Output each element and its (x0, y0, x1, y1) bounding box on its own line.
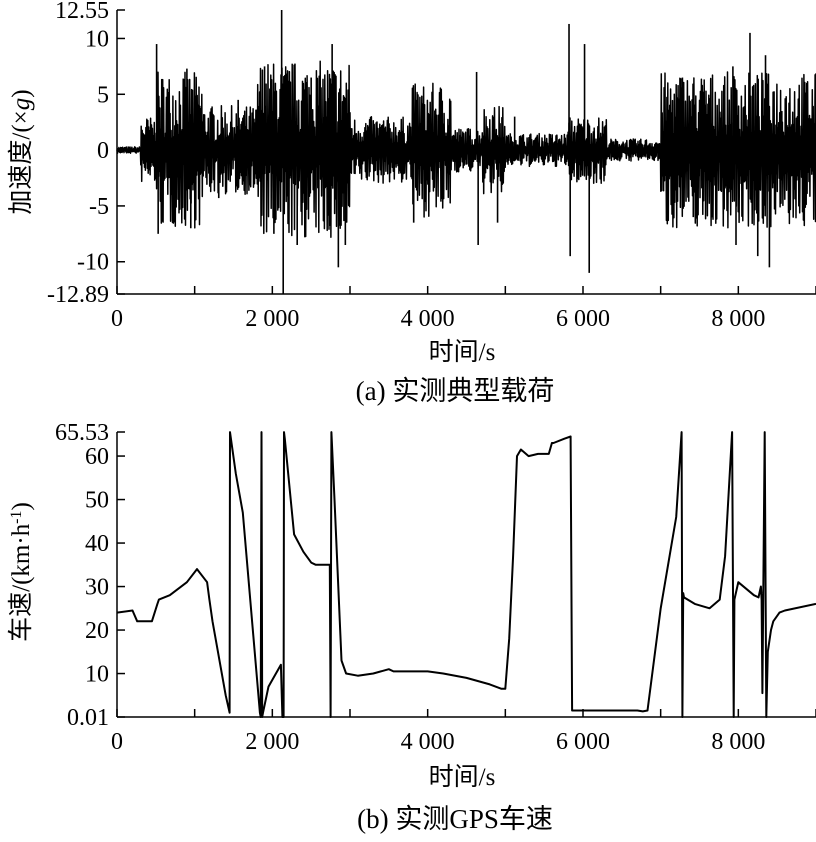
y-tick-label: 10 (85, 662, 109, 688)
y-tick-label: 12.55 (55, 0, 109, 24)
panel-a-caption: (a) 实测典型载荷 (356, 376, 555, 406)
x-tick-label: 0 (111, 729, 123, 755)
x-tick-label: 6 000 (556, 306, 610, 332)
y-tick-label: -5 (89, 194, 109, 220)
y-tick-label: 0.01 (67, 705, 109, 731)
y-tick-label: 0 (97, 138, 109, 164)
y-tick-label: 50 (85, 488, 109, 514)
y-tick-label: 60 (85, 444, 109, 470)
x-tick-label: 8 000 (711, 729, 765, 755)
y-tick-label: 10 (85, 26, 109, 52)
panel-a-ylabel: 加速度/(×g) (7, 89, 35, 214)
y-tick-label: 30 (85, 575, 109, 601)
panel-b-x-ticks: 0 2 000 4 000 6 000 8 000 (111, 709, 816, 755)
x-tick-label: 6 000 (556, 729, 610, 755)
x-tick-label: 4 000 (401, 306, 455, 332)
y-tick-label: 20 (85, 618, 109, 644)
speed-series-line (116, 431, 816, 718)
y-tick-label: 40 (85, 531, 109, 557)
panel-a-xlabel: 时间/s (429, 338, 496, 366)
acceleration-series-line (116, 60, 816, 238)
y-tick-label: 65.53 (55, 420, 109, 446)
panel-b-caption: (b) 实测GPS车速 (357, 804, 553, 834)
y-tick-label: -10 (77, 250, 109, 276)
x-tick-label: 0 (111, 306, 123, 332)
x-tick-label: 2 000 (245, 306, 299, 332)
x-tick-label: 2 000 (245, 729, 299, 755)
x-tick-label: 8 000 (711, 306, 765, 332)
y-tick-label: -12.89 (47, 282, 109, 308)
x-tick-label: 4 000 (401, 729, 455, 755)
panel-b-xlabel: 时间/s (429, 763, 496, 791)
acceleration-spikes (155, 10, 802, 294)
y-tick-label: 5 (97, 82, 109, 108)
panel-b-ylabel: 车速/(km·h-1) (7, 502, 35, 642)
panel-a-x-ticks: 0 2 000 4 000 6 000 8 000 (111, 286, 816, 332)
